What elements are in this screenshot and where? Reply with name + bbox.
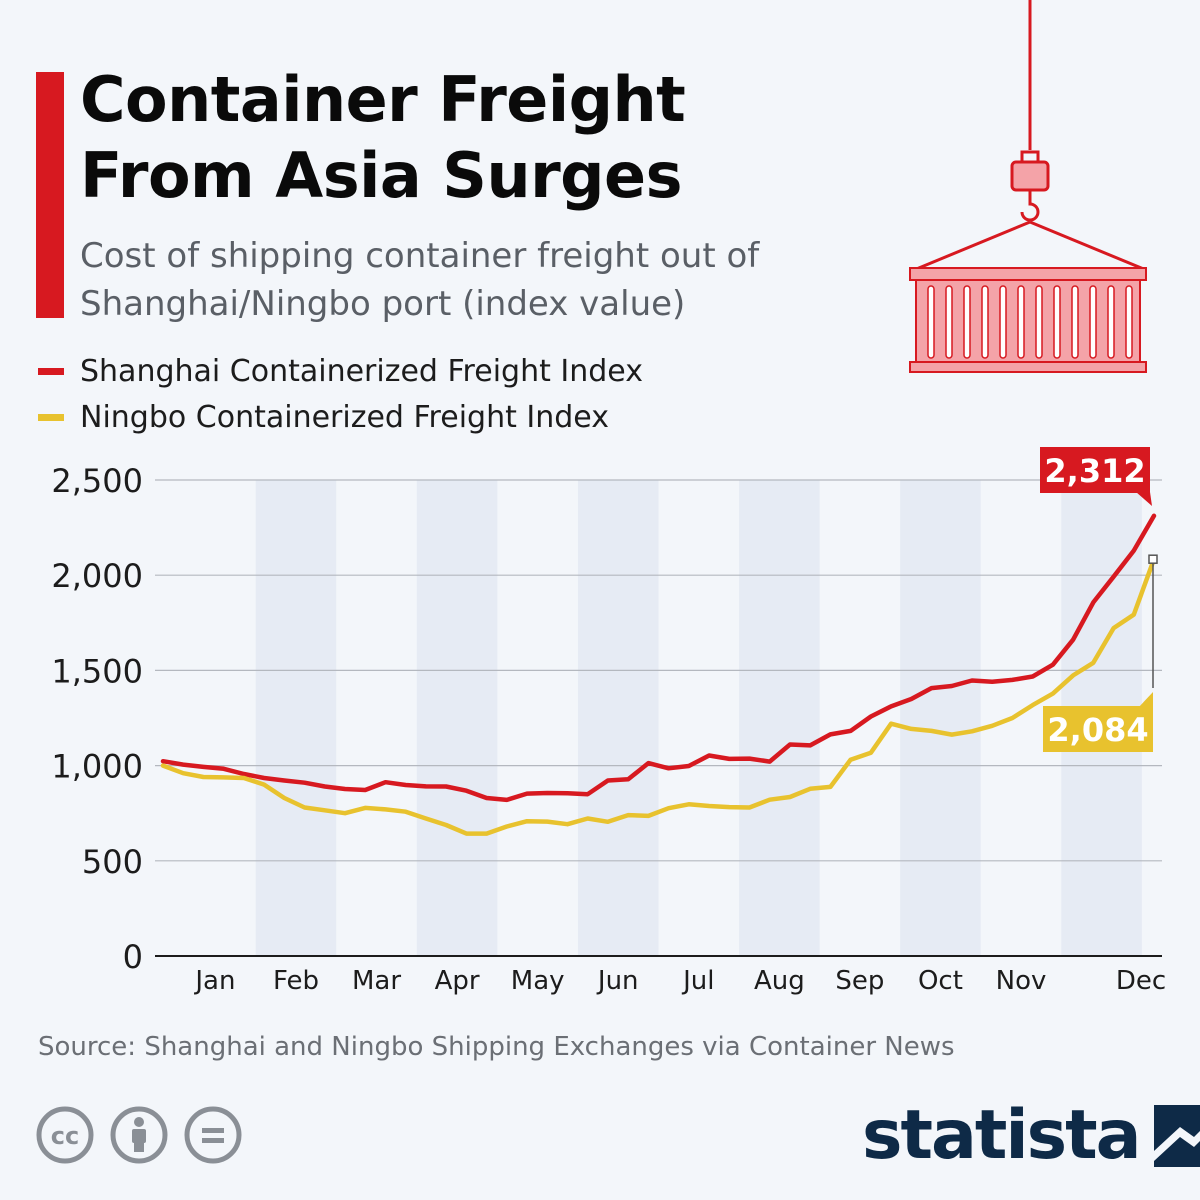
svg-text:cc: cc (51, 1122, 79, 1150)
x-tick-label: Nov (996, 966, 1047, 996)
x-tick-label: Sep (835, 966, 884, 996)
title-accent-bar (36, 72, 64, 318)
legend-label-shanghai: Shanghai Containerized Freight Index (80, 353, 643, 389)
y-tick-label: 2,500 (51, 462, 143, 500)
container-crane-icon (909, 0, 1147, 373)
month-band-oct (900, 480, 981, 956)
x-tick-label: Oct (918, 966, 963, 996)
x-tick-label: Feb (273, 966, 319, 996)
statista-logo-icon (1153, 1105, 1200, 1167)
x-tick-label: Jan (193, 966, 235, 996)
end-label-ningbo: 2,084 (1047, 711, 1148, 749)
month-band-jun (577, 480, 659, 956)
legend-item-ningbo: Ningbo Containerized Freight Index (38, 394, 643, 440)
x-tick-label: Mar (352, 966, 401, 996)
statista-wordmark: statista (862, 1096, 1142, 1175)
y-tick-label: 2,000 (51, 557, 143, 595)
month-band-feb (255, 480, 337, 956)
chart-legend: Shanghai Containerized Freight Index Nin… (38, 348, 643, 440)
page-subtitle: Cost of shipping container freight out o… (80, 236, 760, 324)
end-label-shanghai: 2,312 (1044, 452, 1145, 490)
legend-item-shanghai: Shanghai Containerized Freight Index (38, 348, 643, 394)
no-derivatives-icon[interactable] (184, 1106, 242, 1164)
x-tick-label: Jul (681, 966, 714, 996)
creative-commons-icon[interactable]: cc (36, 1106, 94, 1164)
series-line-shanghai (160, 513, 1157, 803)
month-band-apr (416, 480, 498, 956)
x-tick-label: Aug (754, 966, 805, 996)
page-title: Container Freight From Asia Surges (80, 63, 686, 212)
y-tick-label: 1,500 (51, 652, 143, 690)
end-label-box-shanghai (1040, 447, 1150, 493)
x-tick-label: Jun (596, 966, 639, 996)
legend-label-ningbo: Ningbo Containerized Freight Index (80, 399, 609, 435)
end-label-pointer-shanghai (1136, 492, 1152, 506)
legend-swatch-ningbo (38, 413, 64, 421)
statista-logo[interactable]: statista (862, 1096, 1200, 1176)
x-tick-label: May (511, 966, 565, 996)
x-tick-label: Dec (1116, 966, 1166, 996)
line-chart: 0 500 1,000 1,500 2,000 2,500 Jan Feb Mar Apr May… (51, 447, 1166, 996)
series-line-ningbo (160, 556, 1157, 836)
end-label-pointer-ningbo (1138, 692, 1153, 708)
legend-swatch-shanghai (38, 367, 64, 375)
month-band-aug (739, 480, 820, 956)
y-tick-label: 1,000 (51, 748, 143, 786)
license-icons: cc (36, 1106, 242, 1164)
source-note: Source: Shanghai and Ningbo Shipping Exc… (38, 1032, 955, 1062)
end-point-marker-ningbo (1148, 554, 1158, 564)
y-tick-label: 0 (123, 938, 143, 976)
attribution-icon[interactable] (110, 1106, 168, 1164)
y-tick-label: 500 (82, 843, 143, 881)
x-tick-label: Apr (435, 966, 480, 996)
end-label-box-ningbo (1043, 706, 1153, 752)
